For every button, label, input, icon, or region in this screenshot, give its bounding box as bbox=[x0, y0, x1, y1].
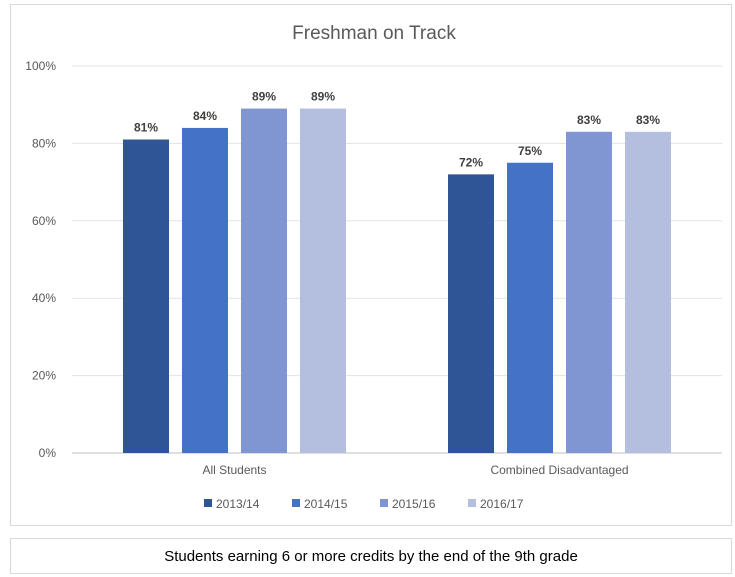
bar-data-label: 81% bbox=[134, 121, 158, 135]
y-tick-label: 20% bbox=[32, 369, 56, 383]
legend-swatch bbox=[380, 499, 388, 507]
bar-data-label: 89% bbox=[252, 90, 276, 104]
legend-swatch bbox=[204, 499, 212, 507]
bar-data-label: 83% bbox=[636, 113, 660, 127]
bar-2013-14 bbox=[448, 174, 494, 454]
y-tick-label: 0% bbox=[39, 446, 57, 460]
category-label: Combined Disadvantaged bbox=[490, 463, 628, 477]
y-tick-label: 40% bbox=[32, 291, 56, 305]
chart-title: Freshman on Track bbox=[292, 23, 456, 44]
legend-swatch bbox=[292, 499, 300, 507]
bar-data-label: 72% bbox=[459, 155, 483, 169]
bar-2016-17 bbox=[300, 108, 346, 453]
legend-swatch bbox=[468, 499, 476, 507]
legend-label: 2015/16 bbox=[392, 497, 436, 511]
bar-data-label: 75% bbox=[518, 144, 542, 158]
legend-label: 2016/17 bbox=[480, 497, 524, 511]
legend-label: 2014/15 bbox=[304, 497, 348, 511]
bar-2013-14 bbox=[123, 139, 169, 453]
bar-chart: Freshman on Track 0% 20% 40% 60% 80% 100% 81%… bbox=[25, 23, 722, 511]
bar-2015-16 bbox=[566, 131, 612, 454]
legend-label: 2013/14 bbox=[216, 497, 260, 511]
data-labels: 81% 84% 89% 89% 72% 75% 83% 83% bbox=[134, 90, 660, 170]
bar-2014-15 bbox=[507, 162, 553, 453]
y-axis-ticks: 0% 20% 40% 60% 80% 100% bbox=[25, 59, 56, 460]
bars bbox=[123, 108, 671, 454]
gridlines bbox=[72, 65, 722, 454]
bar-2016-17 bbox=[625, 131, 671, 454]
y-tick-label: 60% bbox=[32, 214, 56, 228]
x-axis-categories: All Students Combined Disadvantaged bbox=[202, 463, 628, 477]
bar-data-label: 84% bbox=[193, 109, 217, 123]
bar-2015-16 bbox=[241, 108, 287, 453]
bar-data-label: 83% bbox=[577, 113, 601, 127]
chart-caption: Students earning 6 or more credits by th… bbox=[10, 538, 732, 574]
y-tick-label: 100% bbox=[25, 59, 56, 73]
category-label: All Students bbox=[202, 463, 266, 477]
bar-data-label: 89% bbox=[311, 90, 335, 104]
caption-text: Students earning 6 or more credits by th… bbox=[164, 547, 578, 565]
y-tick-label: 80% bbox=[32, 136, 56, 150]
bar-2014-15 bbox=[182, 127, 228, 454]
legend: 2013/14 2014/15 2015/16 2016/17 bbox=[204, 497, 524, 511]
